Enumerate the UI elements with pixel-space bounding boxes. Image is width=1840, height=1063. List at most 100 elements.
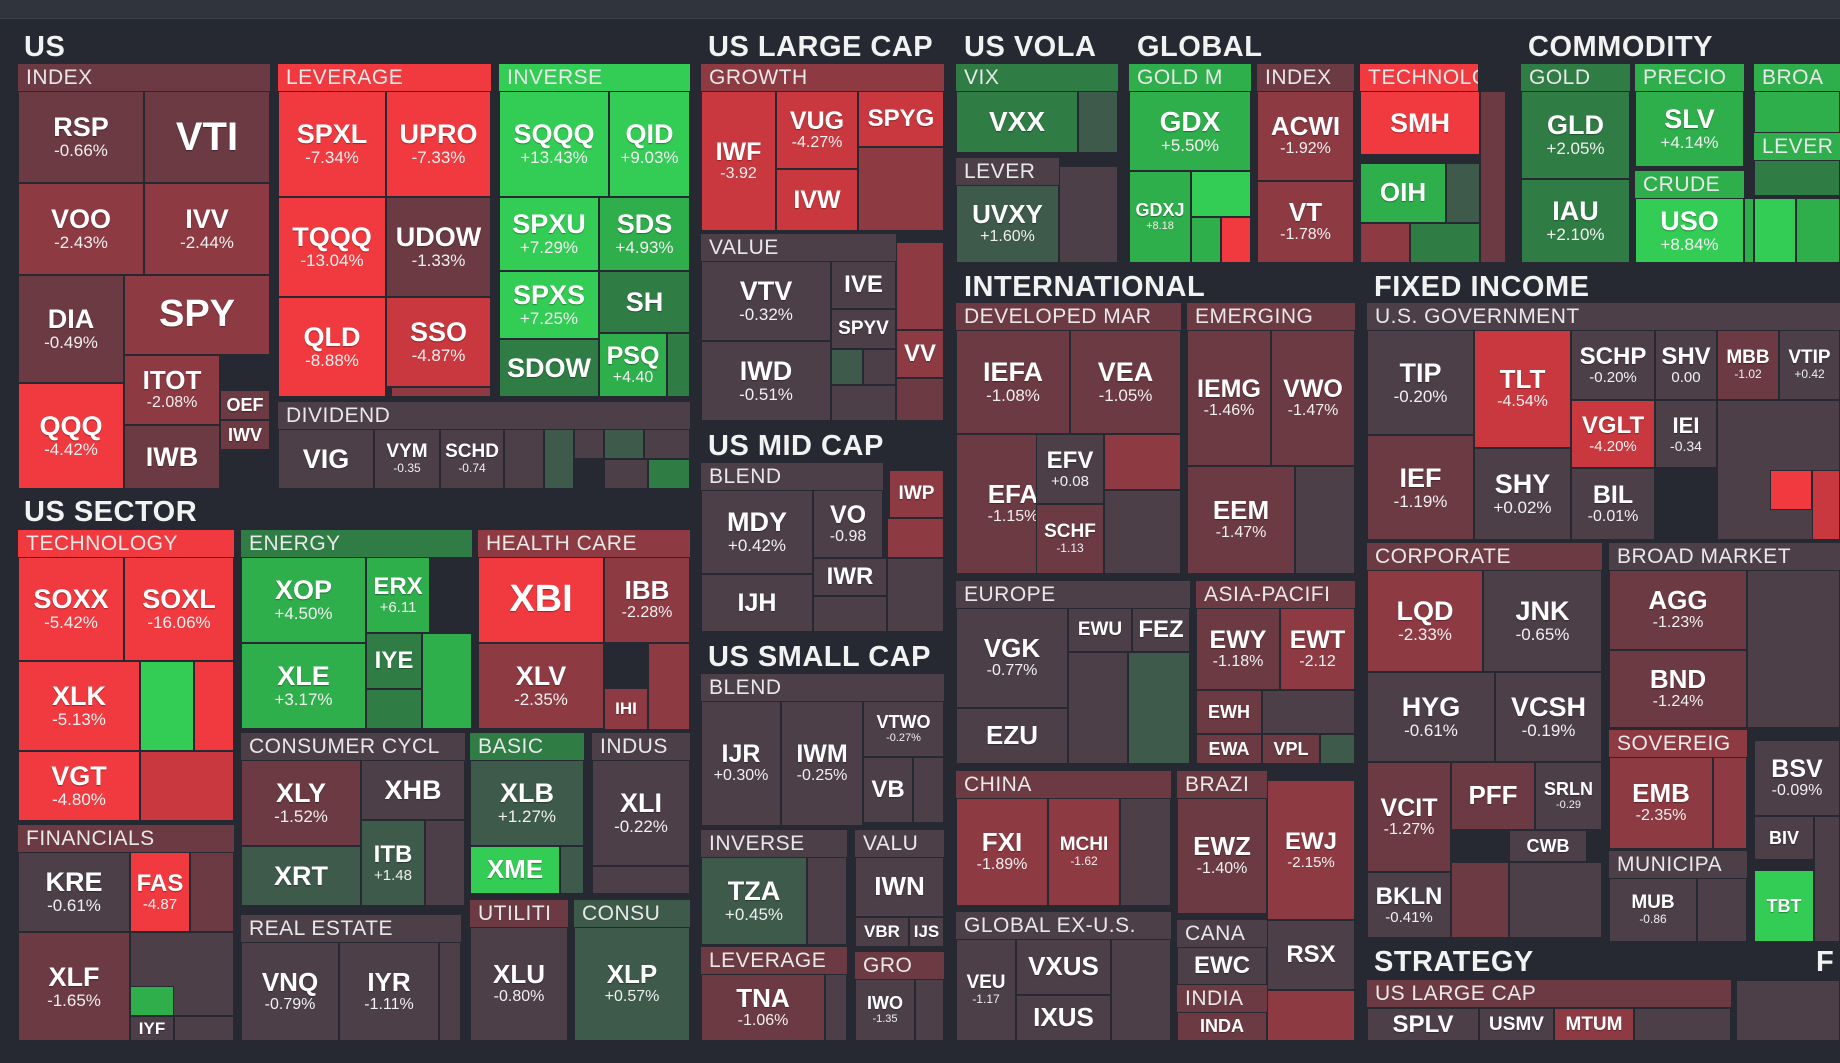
small-ticker-tile[interactable] <box>831 385 896 421</box>
ticker-tile[interactable]: SMH <box>1360 91 1480 155</box>
sub-category-header[interactable]: US LARGE CAP <box>1367 980 1731 1007</box>
sub-category-header[interactable]: CONSUMER CYCL <box>241 733 465 760</box>
ticker-tile[interactable]: SHV 0.00 <box>1655 330 1717 400</box>
ticker-tile[interactable]: TNA -1.06% <box>701 974 825 1041</box>
ticker-tile[interactable]: SDOW <box>499 339 599 397</box>
ticker-tile[interactable]: XLF -1.65% <box>18 932 130 1041</box>
sub-category-header[interactable]: CONSU <box>574 900 690 927</box>
ticker-tile[interactable]: MBB -1.02 <box>1717 330 1779 400</box>
small-ticker-tile[interactable] <box>887 558 944 632</box>
ticker-tile[interactable]: IEF -1.19% <box>1367 435 1474 540</box>
sub-category-header[interactable]: INDEX <box>1257 64 1354 91</box>
ticker-tile[interactable]: SDS +4.93% <box>599 197 690 271</box>
ticker-tile[interactable]: VTV -0.32% <box>701 261 831 341</box>
sub-category-header[interactable]: BROA <box>1754 64 1840 91</box>
ticker-tile[interactable]: VCIT -1.27% <box>1367 762 1451 872</box>
ticker-tile[interactable]: BIL -0.01% <box>1571 468 1655 540</box>
small-ticker-tile[interactable] <box>194 661 234 751</box>
ticker-tile[interactable]: TIP -0.20% <box>1367 330 1474 435</box>
ticker-tile[interactable]: DIA -0.49% <box>18 275 124 383</box>
ticker-tile[interactable]: IBB -2.28% <box>604 557 690 643</box>
ticker-tile[interactable]: VYM -0.35 <box>374 429 440 489</box>
ticker-tile[interactable]: TBT <box>1754 870 1814 942</box>
small-ticker-tile[interactable] <box>1191 217 1221 263</box>
ticker-tile[interactable]: MTUM <box>1554 1008 1634 1041</box>
ticker-tile[interactable]: SH <box>599 271 690 333</box>
ticker-tile[interactable]: VCSH -0.19% <box>1495 672 1602 762</box>
small-ticker-tile[interactable] <box>1754 91 1840 133</box>
ticker-tile[interactable]: EWZ -1.40% <box>1177 798 1267 914</box>
sub-category-header[interactable]: INDIA <box>1177 985 1267 1012</box>
ticker-tile[interactable]: UVXY +1.60% <box>956 185 1059 263</box>
small-ticker-tile[interactable] <box>574 429 604 459</box>
sub-category-header[interactable]: LEVERAGE <box>701 947 847 974</box>
small-ticker-tile[interactable] <box>1104 490 1181 574</box>
ticker-tile[interactable]: XLB +1.27% <box>470 760 584 846</box>
ticker-tile[interactable]: VTWO -0.27% <box>863 701 944 757</box>
ticker-tile[interactable]: KRE -0.61% <box>18 852 130 932</box>
ticker-tile[interactable]: GDXJ +8.18 <box>1129 171 1191 263</box>
small-ticker-tile[interactable] <box>831 349 863 385</box>
sub-category-header[interactable]: MUNICIPA <box>1609 851 1747 878</box>
ticker-tile[interactable]: XLE +3.17% <box>241 643 366 729</box>
ticker-tile[interactable]: VO -0.98 <box>813 490 883 558</box>
sub-category-header[interactable]: VALUE <box>701 234 896 261</box>
ticker-tile[interactable]: TLT -4.54% <box>1474 330 1571 448</box>
small-ticker-tile[interactable] <box>1814 816 1840 942</box>
sub-category-header[interactable]: DIVIDEND <box>278 402 690 429</box>
ticker-tile[interactable]: MUB -0.86 <box>1609 878 1697 942</box>
small-ticker-tile[interactable] <box>1191 171 1251 217</box>
small-ticker-tile[interactable] <box>190 852 234 932</box>
sub-category-header[interactable]: EMERGING <box>1187 303 1355 330</box>
small-ticker-tile[interactable] <box>130 986 174 1016</box>
ticker-tile[interactable]: PFF <box>1451 762 1535 830</box>
small-ticker-tile[interactable] <box>1744 198 1754 263</box>
ticker-tile[interactable]: VGT -4.80% <box>18 751 140 821</box>
sub-category-header[interactable]: GRO <box>855 952 944 979</box>
small-ticker-tile[interactable] <box>1451 862 1509 938</box>
ticker-tile[interactable]: SPYV <box>831 309 896 349</box>
small-ticker-tile[interactable] <box>1754 160 1840 196</box>
small-ticker-tile[interactable] <box>896 378 944 421</box>
ticker-tile[interactable]: EWC <box>1177 947 1267 985</box>
ticker-tile[interactable]: SPYG <box>858 91 944 147</box>
small-ticker-tile[interactable] <box>1059 166 1118 263</box>
ticker-tile[interactable]: ITB +1.48 <box>361 820 425 906</box>
ticker-tile[interactable]: EZU <box>956 708 1068 764</box>
ticker-tile[interactable]: QLD -8.88% <box>278 297 386 397</box>
ticker-tile[interactable]: XLU -0.80% <box>470 927 568 1041</box>
sub-category-header[interactable]: BASIC <box>470 733 584 760</box>
sub-category-header[interactable]: INVERSE <box>499 64 690 91</box>
ticker-tile[interactable]: IYF <box>130 1016 174 1041</box>
small-ticker-tile[interactable] <box>807 857 847 945</box>
small-ticker-tile[interactable] <box>1104 434 1181 490</box>
sub-category-header[interactable]: PRECIO <box>1635 64 1744 91</box>
small-ticker-tile[interactable] <box>915 979 944 1041</box>
sub-category-header[interactable]: INDUS <box>592 733 690 760</box>
ticker-tile[interactable]: VGK -0.77% <box>956 608 1068 708</box>
ticker-tile[interactable]: SPLV <box>1367 1008 1479 1041</box>
small-ticker-tile[interactable] <box>1120 798 1171 906</box>
sub-category-header[interactable]: TECHNOLOGY <box>18 530 234 557</box>
ticker-tile[interactable]: XBI <box>478 557 604 643</box>
ticker-tile[interactable]: SPXU +7.29% <box>499 197 599 271</box>
ticker-tile[interactable]: IEI -0.34 <box>1655 400 1717 468</box>
ticker-tile[interactable]: LQD -2.33% <box>1367 570 1483 672</box>
small-ticker-tile[interactable] <box>1509 862 1602 938</box>
sub-category-header[interactable]: EUROPE <box>956 581 1190 608</box>
ticker-tile[interactable]: XME <box>470 846 560 894</box>
ticker-tile[interactable]: IHI <box>604 688 648 730</box>
ticker-tile[interactable]: OIH <box>1360 163 1446 223</box>
ticker-tile[interactable]: EMB -2.35% <box>1609 757 1713 849</box>
small-ticker-tile[interactable] <box>1754 198 1796 263</box>
small-ticker-tile[interactable] <box>366 689 422 729</box>
ticker-tile[interactable]: CWB <box>1509 830 1587 862</box>
small-ticker-tile[interactable] <box>560 846 584 894</box>
ticker-tile[interactable]: EEM -1.47% <box>1187 466 1295 574</box>
ticker-tile[interactable]: OEF <box>220 390 270 420</box>
ticker-tile[interactable]: XLK -5.13% <box>18 661 140 751</box>
sub-category-header[interactable]: BLEND <box>701 674 944 701</box>
ticker-tile[interactable]: IWV <box>220 420 270 450</box>
ticker-tile[interactable]: IJH <box>701 574 813 632</box>
ticker-tile[interactable]: MDY +0.42% <box>701 490 813 574</box>
